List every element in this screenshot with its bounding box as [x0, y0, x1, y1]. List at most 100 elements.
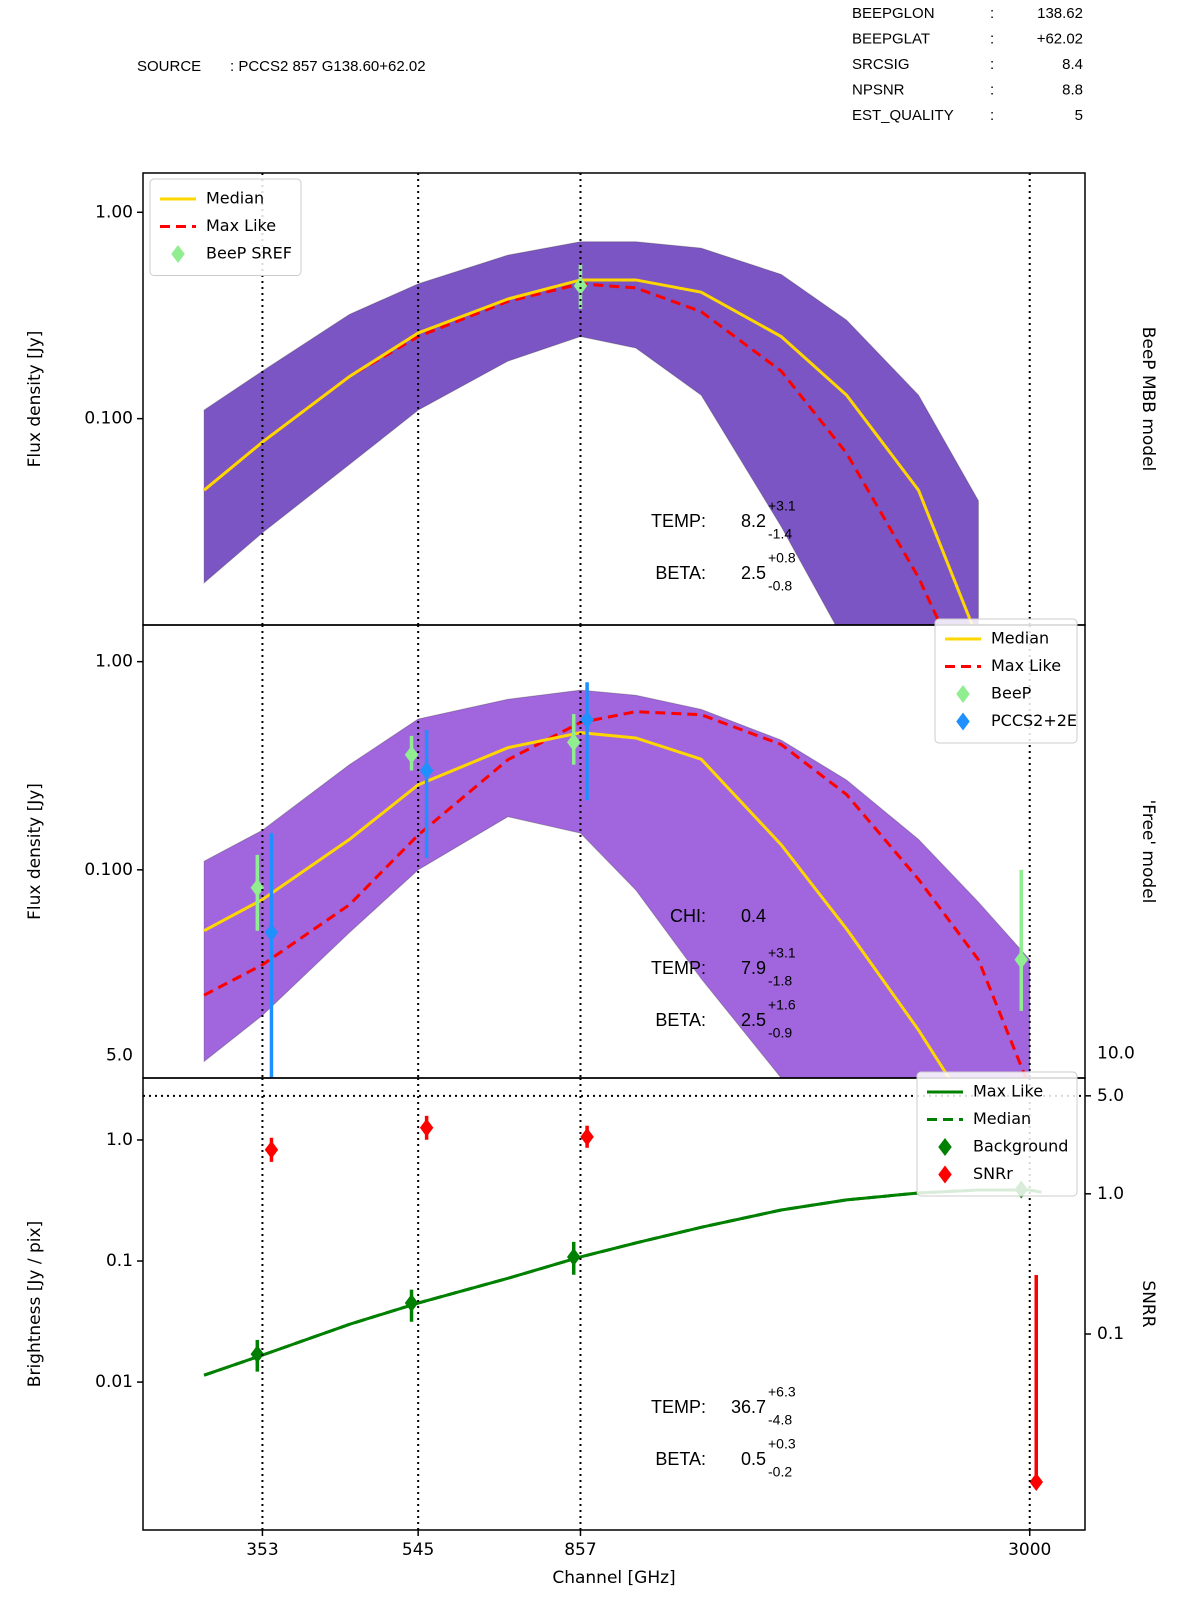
- data-point: [573, 276, 588, 295]
- fit-param-plus: +0.3: [768, 1436, 796, 1452]
- param-key: EST_QUALITY: [852, 107, 954, 124]
- fit-param-value: 8.2: [741, 511, 766, 531]
- legend-swatch: [956, 712, 970, 731]
- legend-label: SNRr: [973, 1164, 1013, 1183]
- y2-tick-label: 1.0: [1097, 1184, 1124, 1204]
- data-point: [264, 1140, 279, 1159]
- fit-param-label: BETA:: [655, 563, 706, 583]
- y2-axis-label: SNRR: [1138, 1280, 1158, 1327]
- y2-tick-label: 5.0: [1097, 1086, 1124, 1106]
- fit-param-plus: +6.3: [768, 1384, 796, 1400]
- panel-label: 'Free' model: [1138, 800, 1158, 904]
- data-point: [580, 710, 594, 729]
- model-line: [203, 1188, 1042, 1377]
- data-point: [250, 1345, 265, 1364]
- source-name: : PCCS2 857 G138.60+62.02: [230, 58, 426, 75]
- legend-label: Median: [973, 1109, 1031, 1128]
- fit-param-value: 2.5: [741, 563, 766, 583]
- param-value: 138.62: [1037, 5, 1083, 22]
- y-tick-label: 0.1: [106, 1251, 133, 1271]
- legend-label: Max Like: [206, 216, 276, 235]
- param-key: BEEPGLON: [852, 5, 935, 22]
- y-tick-label: 5.0: [106, 1045, 133, 1065]
- model-line: [203, 731, 951, 1078]
- legend-box: [934, 618, 1078, 744]
- legend-swatch: [938, 1138, 952, 1156]
- param-value: +62.02: [1037, 30, 1083, 47]
- x-tick-label: 545: [402, 1540, 434, 1560]
- plot-area: [203, 682, 1031, 1078]
- param-sep: :: [990, 5, 994, 22]
- fit-param-label: CHI:: [670, 906, 706, 926]
- legend-swatch: [938, 1165, 952, 1184]
- y2-tick-label: 0.1: [1097, 1324, 1124, 1344]
- legend-label: BeeP: [991, 684, 1032, 703]
- legend-box: [149, 178, 302, 276]
- param-key: SRCSIG: [852, 56, 910, 73]
- legend-label: Background: [973, 1137, 1068, 1156]
- legend-label: BeeP SREF: [206, 244, 292, 263]
- fit-param-value: 0.5: [741, 1449, 766, 1469]
- data-point: [1014, 950, 1029, 969]
- fit-param-label: BETA:: [655, 1010, 706, 1030]
- fit-param-label: BETA:: [655, 1449, 706, 1469]
- legend-label: Median: [991, 629, 1049, 648]
- data-point: [419, 1118, 434, 1137]
- fit-param-value: 36.7: [731, 1397, 766, 1417]
- param-value: 8.4: [1062, 56, 1083, 73]
- fit-param-minus: -0.2: [768, 1464, 792, 1480]
- data-point: [264, 923, 279, 942]
- model-line: [203, 1188, 1042, 1377]
- legend-swatch: [171, 245, 185, 263]
- param-key: BEEPGLAT: [852, 30, 930, 47]
- y-tick-label: 1.00: [95, 652, 133, 672]
- source-label: SOURCE: [137, 58, 201, 75]
- legend-label: Max Like: [991, 656, 1061, 675]
- legend-label: PCCS2+2E: [991, 711, 1077, 730]
- y2-tick-label: 10.0: [1097, 1044, 1135, 1064]
- x-axis-label: Channel [GHz]: [552, 1568, 675, 1588]
- y-tick-label: 0.01: [95, 1372, 133, 1392]
- legend-label: Median: [206, 189, 264, 208]
- data-point: [1029, 1472, 1043, 1491]
- fit-param-minus: -0.9: [768, 1025, 792, 1041]
- x-tick-label: 3000: [1008, 1540, 1051, 1560]
- model-line: [203, 710, 1028, 1078]
- data-point: [566, 733, 581, 752]
- fit-param-plus: +0.8: [768, 550, 796, 566]
- data-point: [566, 1247, 581, 1266]
- axes-frame: [142, 1077, 1086, 1531]
- legend-swatch: [956, 685, 970, 703]
- y-tick-label: 1.00: [95, 202, 133, 222]
- param-sep: :: [990, 107, 994, 124]
- fit-param-minus: -4.8: [768, 1412, 792, 1428]
- fit-param-plus: +3.1: [768, 945, 796, 961]
- data-point: [404, 1294, 419, 1313]
- fit-param-minus: -0.8: [768, 578, 792, 594]
- y-tick-label: 0.100: [84, 860, 133, 880]
- sample-band: [203, 241, 979, 625]
- plot-area: [203, 241, 979, 625]
- y-tick-label: 1.0: [106, 1130, 133, 1150]
- legend-box: [916, 1071, 1078, 1197]
- legend-label: Max Like: [973, 1082, 1043, 1101]
- y-axis-label: Flux density [Jy]: [25, 331, 45, 468]
- y-tick-label: 0.100: [84, 409, 133, 429]
- fit-param-plus: +1.6: [768, 997, 796, 1013]
- data-point: [419, 761, 434, 780]
- param-key: NPSNR: [852, 81, 905, 98]
- fit-param-minus: -1.4: [768, 526, 792, 542]
- y-axis-label: Flux density [Jy]: [25, 783, 45, 920]
- fit-param-value: 7.9: [741, 958, 766, 978]
- fit-param-value: 0.4: [741, 906, 766, 926]
- y-axis-label: Brightness [Jy / pix]: [25, 1221, 45, 1387]
- param-sep: :: [990, 56, 994, 73]
- param-sep: :: [990, 30, 994, 47]
- fit-param-label: TEMP:: [651, 511, 706, 531]
- fit-param-label: TEMP:: [651, 1397, 706, 1417]
- param-value: 5: [1075, 107, 1083, 124]
- sample-band: [203, 689, 1031, 1078]
- data-point: [250, 878, 265, 897]
- param-sep: :: [990, 81, 994, 98]
